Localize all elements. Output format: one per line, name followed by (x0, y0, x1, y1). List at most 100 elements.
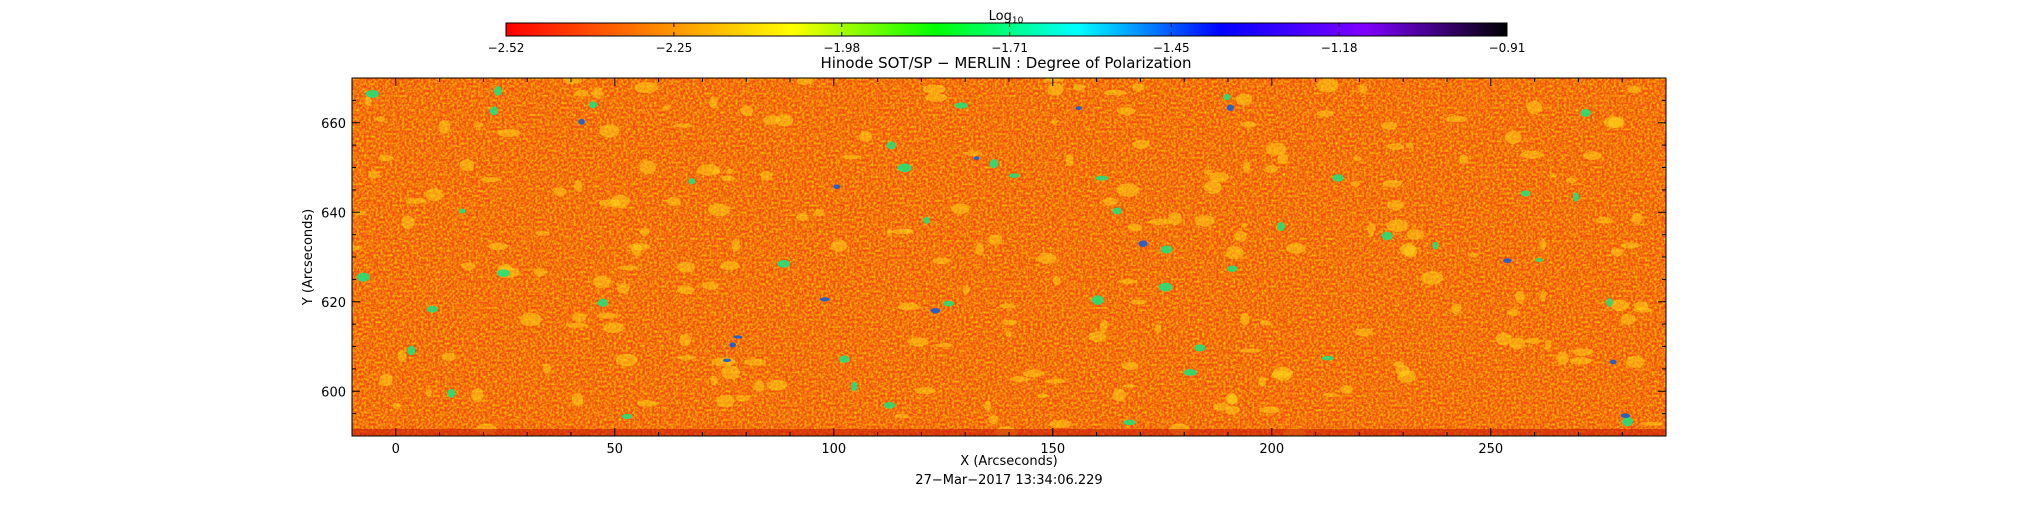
x-axis: 0 50 100 150 200 250 (351, 78, 1667, 457)
x-tick-label: 200 (1259, 442, 1284, 457)
yellow-patch (1350, 181, 1360, 187)
green-patch (1277, 221, 1285, 232)
yellow-patch (636, 399, 658, 407)
green-patch (588, 101, 598, 109)
yellow-patch (796, 212, 809, 222)
yellow-patch (425, 389, 432, 397)
green-patch (1123, 419, 1136, 426)
yellow-patch (480, 176, 502, 183)
yellow-patch (1549, 173, 1557, 178)
yellow-patch (1358, 84, 1368, 94)
yellow-patch (565, 322, 589, 328)
yellow-patch (1226, 246, 1244, 260)
green-patch (1432, 241, 1439, 250)
yellow-patch (677, 261, 695, 273)
yellow-patch (1520, 150, 1544, 159)
yellow-patch (1116, 183, 1140, 197)
green-patch (1332, 174, 1344, 182)
yellow-patch (1148, 218, 1171, 226)
colorbar-tick-label: −1.18 (1321, 41, 1358, 55)
yellow-patch (709, 96, 718, 109)
green-patch (1622, 416, 1633, 427)
yellow-patch (1132, 83, 1145, 91)
yellow-patch (615, 353, 638, 367)
yellow-patch (1340, 385, 1353, 394)
yellow-patch (574, 179, 583, 192)
yellow-patch (1316, 110, 1334, 117)
colorbar-ticks: −2.52 −2.25 −1.98 −1.71 −1.45 −1.18 −0.91 (488, 23, 1526, 55)
yellow-patch (813, 209, 825, 217)
colorbar-tick-label: −0.91 (1489, 41, 1526, 55)
yellow-patch (1235, 93, 1253, 106)
yellow-patch (1403, 245, 1418, 258)
yellow-patch (1444, 115, 1468, 123)
yellow-patch (904, 228, 912, 234)
blue-patch (819, 297, 830, 302)
yellow-patch (922, 84, 946, 94)
yellow-patch (1130, 299, 1147, 305)
yellow-patch (1065, 154, 1074, 167)
green-patch (1094, 175, 1109, 181)
yellow-patch (1265, 143, 1287, 156)
yellow-patch (1132, 139, 1150, 149)
yellow-patch (1627, 85, 1641, 94)
yellow-patch (1381, 121, 1398, 130)
yellow-patch (1117, 106, 1136, 115)
blue-patch (833, 184, 841, 189)
yellow-patch (401, 215, 415, 230)
yellow-patch (710, 375, 719, 386)
yellow-patch (639, 227, 650, 236)
yellow-patch (735, 395, 751, 402)
yellow-patch (461, 262, 476, 270)
y-tick-label: 620 (321, 296, 346, 311)
y-tick-label: 640 (321, 206, 346, 221)
green-patch (447, 388, 456, 398)
yellow-patch (1009, 376, 1029, 382)
timestamp: 27−Mar−2017 13:34:06.229 (915, 473, 1102, 488)
yellow-patch (763, 115, 780, 125)
yellow-patch (1088, 331, 1107, 343)
yellow-patch (1631, 212, 1643, 224)
x-axis-label: X (Arcseconds) (960, 454, 1057, 469)
yellow-patch (379, 373, 393, 387)
yellow-patch (924, 93, 948, 102)
chart-title: Hinode SOT/SP − MERLIN : Degree of Polar… (820, 54, 1191, 72)
yellow-patch (616, 283, 630, 294)
yellow-patch (1123, 383, 1136, 388)
yellow-patch (914, 387, 936, 395)
green-patch (365, 89, 379, 98)
yellow-patch (393, 402, 401, 410)
y-axis-label: Y (Arcseconds) (301, 209, 316, 306)
yellow-patch (988, 415, 999, 425)
yellow-patch (1051, 118, 1058, 125)
yellow-patch (859, 131, 873, 143)
yellow-patch (364, 96, 372, 107)
yellow-patch (897, 302, 920, 311)
yellow-patch (716, 394, 735, 408)
yellow-patch (571, 392, 584, 407)
yellow-patch (1539, 238, 1547, 250)
yellow-patch (1046, 378, 1066, 384)
green-patch (356, 272, 370, 282)
blue-patch (1620, 413, 1631, 419)
yellow-patch (1122, 361, 1139, 371)
yellow-patch (1049, 420, 1072, 428)
x-tick-label: 250 (1478, 442, 1503, 457)
green-patch (886, 141, 896, 150)
yellow-patch (1047, 82, 1064, 96)
yellow-patch (1100, 319, 1108, 333)
yellow-patch (375, 116, 385, 122)
green-patch (494, 86, 502, 96)
yellow-patch (673, 123, 692, 128)
blue-patch (729, 342, 736, 348)
blue-patch (1226, 104, 1234, 111)
yellow-patch (1001, 319, 1018, 326)
yellow-patch (1240, 121, 1257, 128)
yellow-patch (1583, 151, 1602, 161)
green-patch (1223, 93, 1231, 101)
yellow-patch (353, 210, 367, 216)
green-patch (838, 355, 850, 363)
green-patch (1534, 257, 1543, 262)
green-patch (989, 159, 999, 169)
green-patch (777, 259, 790, 268)
